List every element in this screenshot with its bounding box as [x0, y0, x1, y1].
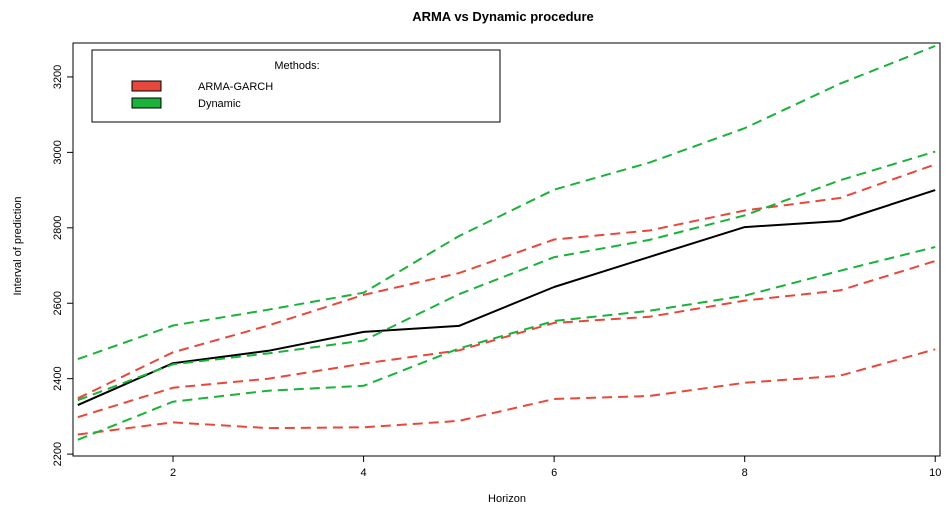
series-line-4 — [77, 45, 936, 361]
x-axis: 2 4 6 8 10 — [170, 456, 941, 479]
series-line-6 — [77, 246, 936, 441]
legend-swatch-dynamic — [131, 97, 162, 109]
series-line-0 — [77, 189, 936, 407]
series-line-3 — [77, 348, 936, 436]
legend-label-dynamic: Dynamic — [198, 98, 241, 110]
y-tick-label: 2800 — [52, 216, 64, 240]
series-line-5 — [77, 150, 936, 402]
x-tick-label: 8 — [742, 467, 748, 479]
legend-label-arma-garch: ARMA-GARCH — [198, 81, 273, 93]
series-line-2 — [77, 260, 936, 419]
series-layer — [77, 45, 936, 441]
x-tick-label: 10 — [929, 467, 941, 479]
legend-swatch-arma-garch — [131, 80, 162, 92]
y-tick-label: 3000 — [52, 140, 64, 164]
series-line-1 — [77, 163, 936, 400]
y-tick-label: 2200 — [52, 442, 64, 466]
x-tick-label: 4 — [361, 467, 367, 479]
y-axis: 2200 2400 2600 2800 3000 3200 — [52, 65, 73, 466]
x-tick-label: 2 — [170, 467, 176, 479]
chart-title: ARMA vs Dynamic procedure — [412, 9, 594, 24]
x-axis-label: Horizon — [488, 493, 526, 505]
y-tick-label: 2600 — [52, 291, 64, 315]
legend: Methods: ARMA-GARCH Dynamic — [91, 49, 501, 123]
x-tick-label: 6 — [551, 467, 557, 479]
legend-title: Methods: — [274, 60, 319, 72]
y-axis-label: Interval of prediction — [12, 196, 24, 295]
y-tick-label: 3200 — [52, 65, 64, 89]
plot-frame — [72, 42, 941, 457]
y-tick-label: 2400 — [52, 366, 64, 390]
